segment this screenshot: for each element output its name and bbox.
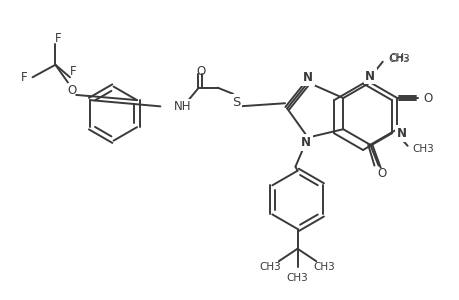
Text: CH3: CH3 [313, 262, 335, 272]
Text: CH3: CH3 [387, 54, 409, 64]
Text: N: N [396, 127, 406, 140]
Text: CH3: CH3 [259, 262, 281, 272]
Text: N: N [300, 136, 310, 149]
Text: O: O [196, 64, 205, 77]
Text: O: O [67, 84, 77, 97]
Text: O: O [422, 92, 431, 104]
Text: CH3: CH3 [286, 273, 308, 283]
Text: N: N [304, 71, 314, 84]
Text: N: N [300, 136, 310, 149]
Text: N: N [396, 127, 406, 140]
Text: F: F [21, 71, 27, 84]
Text: S: S [231, 96, 240, 109]
Text: O: O [376, 167, 386, 180]
Text: N: N [364, 70, 375, 83]
Text: F: F [55, 32, 62, 45]
Text: S: S [232, 96, 240, 109]
Text: CH₃: CH₃ [388, 52, 407, 62]
Text: N: N [302, 71, 312, 84]
Text: CH3: CH3 [412, 144, 434, 154]
Text: NH: NH [174, 100, 191, 113]
Text: NH: NH [173, 100, 190, 113]
Text: S: S [232, 96, 240, 109]
Text: F: F [70, 64, 76, 77]
Text: N: N [364, 70, 375, 83]
